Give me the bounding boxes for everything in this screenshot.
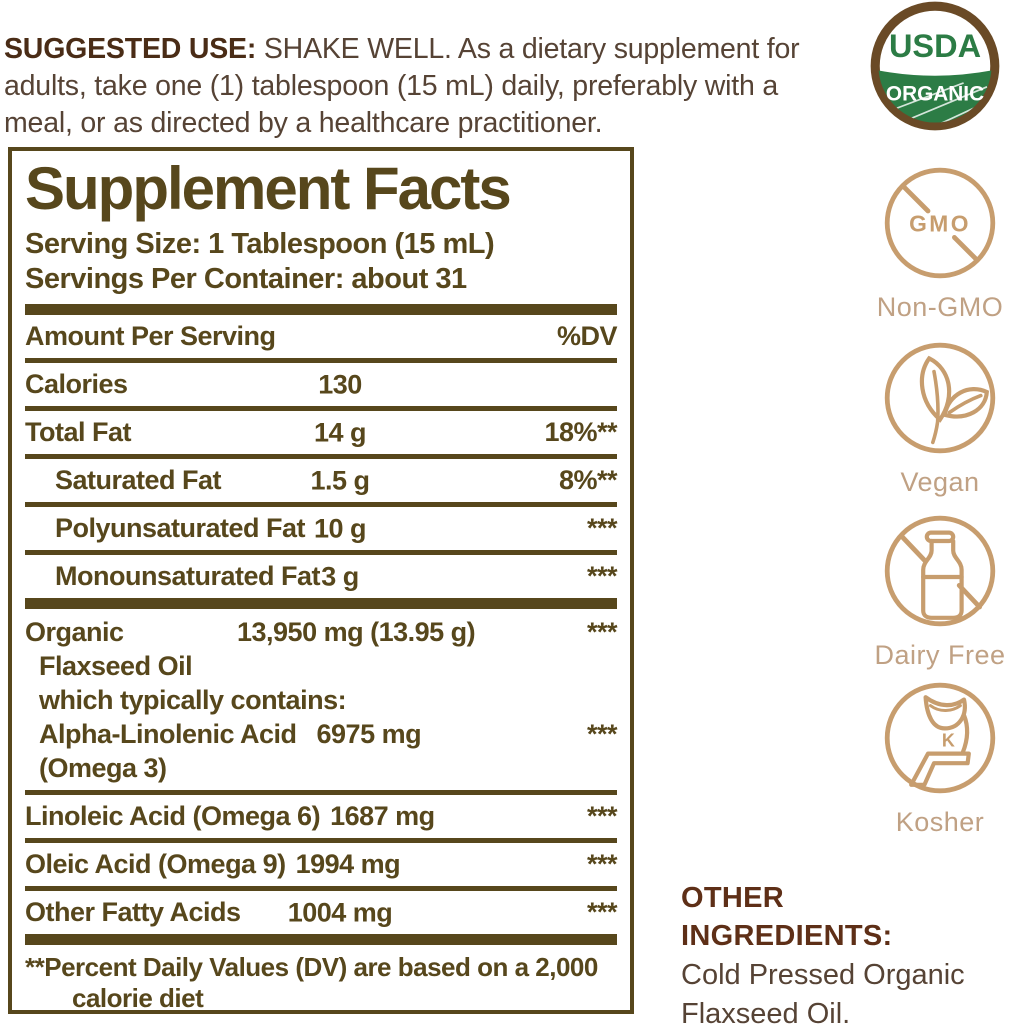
row-dv: ***: [586, 719, 618, 749]
dv-header: %DV: [556, 321, 618, 351]
row-dv: ***: [586, 849, 618, 879]
suggested-use-label: SUGGESTED USE:: [4, 32, 257, 65]
badge-dairy-free: Dairy Free: [864, 511, 1010, 671]
row-label: Monounsaturated Fat: [55, 561, 321, 591]
organic-row-line5: (Omega 3): [39, 753, 167, 783]
badge-label-kosher: Kosher: [895, 807, 985, 837]
badge-label-non-gmo: Non-GMO: [876, 292, 1004, 322]
row-dv: 18%**: [544, 417, 617, 447]
table-row-calories: Calories 130: [25, 363, 617, 406]
row-amount: 13,950 mg (13.95 g): [237, 617, 476, 647]
table-row-other-fatty-acids: Other Fatty Acids 1004 mg ***: [25, 891, 618, 934]
row-label: Organic: [25, 617, 124, 647]
badge-label-vegan: Vegan: [900, 467, 980, 497]
row-divider: [25, 502, 617, 507]
row-label: Calories: [25, 369, 128, 399]
other-ingredients-text: Cold Pressed Organic Flaxseed Oil.: [681, 959, 965, 1030]
row-label: Total Fat: [25, 417, 132, 447]
row-dv: ***: [586, 617, 618, 647]
row-dv: 8%**: [558, 465, 618, 495]
thick-separator: [25, 598, 617, 609]
row-amount: 1994 mg: [295, 849, 401, 879]
other-ingredients-heading: OTHER INGREDIENTS:: [681, 882, 893, 952]
milk-bottle-crossed-icon: [884, 515, 996, 627]
suggested-use-text: SHAKE WELL. As a dietary supplement for …: [4, 32, 800, 139]
thick-separator: [25, 304, 617, 315]
table-row-monounsaturated-fat: Monounsaturated Fat 3 g ***: [25, 555, 618, 598]
row-amount: 14 g: [313, 417, 367, 447]
row-divider: [25, 454, 617, 459]
table-row-linoleic-acid: Linoleic Acid (Omega 6) 1687 mg ***: [25, 795, 618, 838]
row-label: Saturated Fat: [55, 465, 222, 495]
table-header-row: Amount Per Serving %DV: [25, 315, 618, 358]
row-amount: 10 g: [313, 513, 367, 543]
supplement-facts-panel: Supplement Facts Serving Size: 1 Tablesp…: [8, 147, 634, 1014]
row-dv: ***: [586, 897, 618, 927]
suggested-use-paragraph: SUGGESTED USE: SHAKE WELL. As a dietary …: [4, 31, 834, 142]
servings-per-container: Servings Per Container: about 31: [25, 263, 467, 295]
row-divider: [25, 406, 617, 411]
footnotes: **Percent Daily Values (DV) are based on…: [25, 952, 617, 1013]
row-label: Other Fatty Acids: [25, 897, 241, 927]
footnote-percent-daily-values: **Percent Daily Values (DV) are based on…: [25, 952, 598, 1013]
thick-separator: [25, 934, 617, 945]
organic-row-line1: Organic 13,950 mg (13.95 g) ***: [25, 615, 618, 649]
row-divider: [25, 790, 617, 795]
leaf-icon: [884, 342, 996, 454]
row-label: Oleic Acid (Omega 9): [25, 849, 286, 879]
row-divider: [25, 886, 617, 891]
amount-per-serving-header: Amount Per Serving: [25, 321, 276, 351]
row-dv: ***: [586, 801, 618, 831]
badge-kosher: K Kosher: [864, 678, 1010, 838]
supplement-facts-title: Supplement Facts: [25, 155, 512, 222]
row-amount: 130: [318, 369, 362, 399]
row-divider: [25, 838, 617, 843]
table-row-saturated-fat: Saturated Fat 1.5 g 8%**: [25, 459, 618, 502]
row-amount: 1687 mg: [330, 801, 435, 831]
row-label: Linoleic Acid (Omega 6): [25, 801, 321, 831]
row-divider: [25, 358, 617, 363]
row-dv: ***: [586, 561, 618, 591]
other-ingredients-section: OTHER INGREDIENTS: Cold Pressed Organic …: [681, 879, 1010, 1034]
table-row-polyunsaturated-fat: Polyunsaturated Fat 10 g ***: [25, 507, 618, 550]
row-divider: [25, 550, 617, 555]
serving-size: Serving Size: 1 Tablespoon (15 mL): [25, 228, 495, 260]
row-amount: 1.5 g: [310, 465, 370, 495]
row-amount: 6975 mg: [316, 719, 422, 749]
badge-vegan: Vegan: [864, 338, 1010, 498]
usda-seal-top-text: USDA: [889, 28, 981, 64]
badge-non-gmo: GMO Non-GMO: [864, 163, 1010, 323]
row-dv: ***: [586, 513, 618, 543]
organic-row-line4: Alpha-Linolenic Acid 6975 mg ***: [25, 717, 618, 751]
organic-row-line3: which typically contains:: [39, 685, 347, 715]
kosher-k-icon: K: [884, 682, 996, 794]
gmo-icon-text: GMO: [909, 210, 971, 236]
table-row-total-fat: Total Fat 14 g 18%**: [25, 411, 617, 454]
gmo-crossed-icon: GMO: [884, 167, 996, 279]
row-amount: 1004 mg: [287, 897, 393, 927]
row-amount: 3 g: [321, 561, 359, 591]
usda-organic-seal-icon: USDA ORGANIC: [870, 1, 1000, 131]
table-row-oleic-acid: Oleic Acid (Omega 9) 1994 mg ***: [25, 843, 618, 886]
kosher-icon-text: K: [942, 730, 955, 750]
table-row-organic-flaxseed-oil: Organic 13,950 mg (13.95 g) *** Flaxseed…: [25, 609, 618, 790]
row-label: Alpha-Linolenic Acid: [39, 719, 297, 749]
row-label: Polyunsaturated Fat: [55, 513, 306, 543]
badge-label-dairy-free: Dairy Free: [874, 640, 1006, 670]
organic-row-line2: Flaxseed Oil: [39, 651, 193, 681]
usda-seal-bottom-text: ORGANIC: [886, 82, 984, 105]
